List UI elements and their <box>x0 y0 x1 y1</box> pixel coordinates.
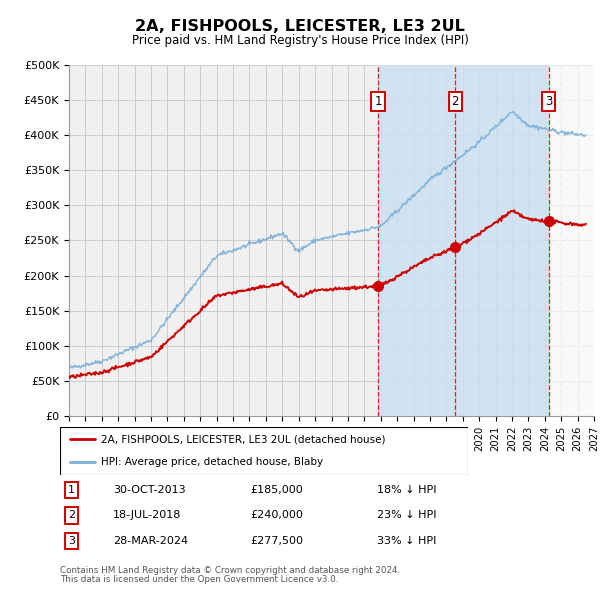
Bar <box>455 65 549 416</box>
Text: HPI: Average price, detached house, Blaby: HPI: Average price, detached house, Blab… <box>101 457 323 467</box>
Text: 33% ↓ HPI: 33% ↓ HPI <box>377 536 436 546</box>
Text: Price paid vs. HM Land Registry's House Price Index (HPI): Price paid vs. HM Land Registry's House … <box>131 34 469 47</box>
Bar <box>549 65 594 416</box>
Text: 2A, FISHPOOLS, LEICESTER, LE3 2UL: 2A, FISHPOOLS, LEICESTER, LE3 2UL <box>135 19 465 34</box>
Text: 2: 2 <box>451 95 459 108</box>
Text: 28-MAR-2024: 28-MAR-2024 <box>113 536 188 546</box>
Text: 3: 3 <box>68 536 75 546</box>
Text: 18% ↓ HPI: 18% ↓ HPI <box>377 485 436 495</box>
Text: 2: 2 <box>68 510 75 520</box>
Text: 3: 3 <box>545 95 553 108</box>
Text: £185,000: £185,000 <box>250 485 303 495</box>
Text: Contains HM Land Registry data © Crown copyright and database right 2024.: Contains HM Land Registry data © Crown c… <box>60 566 400 575</box>
Text: £240,000: £240,000 <box>250 510 303 520</box>
Bar <box>378 65 455 416</box>
Text: 2A, FISHPOOLS, LEICESTER, LE3 2UL (detached house): 2A, FISHPOOLS, LEICESTER, LE3 2UL (detac… <box>101 434 385 444</box>
Text: 30-OCT-2013: 30-OCT-2013 <box>113 485 185 495</box>
Text: 23% ↓ HPI: 23% ↓ HPI <box>377 510 436 520</box>
Text: £277,500: £277,500 <box>250 536 303 546</box>
Text: 1: 1 <box>374 95 382 108</box>
Text: 18-JUL-2018: 18-JUL-2018 <box>113 510 181 520</box>
Text: 1: 1 <box>68 485 75 495</box>
Text: This data is licensed under the Open Government Licence v3.0.: This data is licensed under the Open Gov… <box>60 575 338 584</box>
